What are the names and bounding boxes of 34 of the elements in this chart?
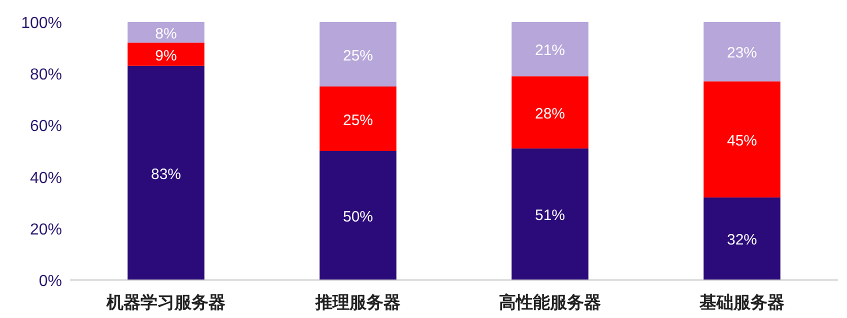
data-label: 25%: [342, 47, 374, 64]
bar: [128, 22, 204, 43]
x-tick-label: 推理服务器: [314, 293, 400, 312]
bar: [320, 86, 396, 151]
data-label: 45%: [726, 132, 758, 150]
data-label: 9%: [155, 47, 177, 64]
x-tick-label: 高性能服务器: [499, 293, 601, 312]
y-tick-label: 80%: [30, 66, 62, 84]
y-tick-label: 40%: [30, 170, 62, 187]
bar: [512, 76, 588, 148]
y-tick-label: 0%: [38, 273, 62, 290]
data-label: 21%: [534, 42, 566, 60]
bar: [704, 22, 780, 82]
bar: [704, 197, 780, 280]
data-label: 25%: [342, 112, 374, 129]
data-label: 23%: [726, 44, 758, 62]
x-tick-label: 基础服务器: [698, 293, 784, 312]
bar: [512, 22, 588, 76]
bar: [320, 22, 396, 86]
bar: [512, 148, 588, 280]
data-label: 28%: [534, 105, 566, 122]
y-tick-label: 60%: [30, 118, 62, 136]
data-label: 32%: [726, 232, 758, 249]
data-label: 51%: [534, 207, 566, 224]
y-tick-label: 20%: [30, 221, 62, 238]
x-tick-label: 机器学习服务器: [106, 293, 226, 312]
data-label: 50%: [342, 208, 374, 226]
data-label: 83%: [150, 166, 182, 183]
y-tick-label: 100%: [21, 15, 62, 32]
data-label: 8%: [155, 25, 177, 42]
bar: [704, 81, 780, 198]
bar: [320, 151, 396, 280]
bar: [128, 66, 204, 280]
bar: [128, 42, 204, 66]
